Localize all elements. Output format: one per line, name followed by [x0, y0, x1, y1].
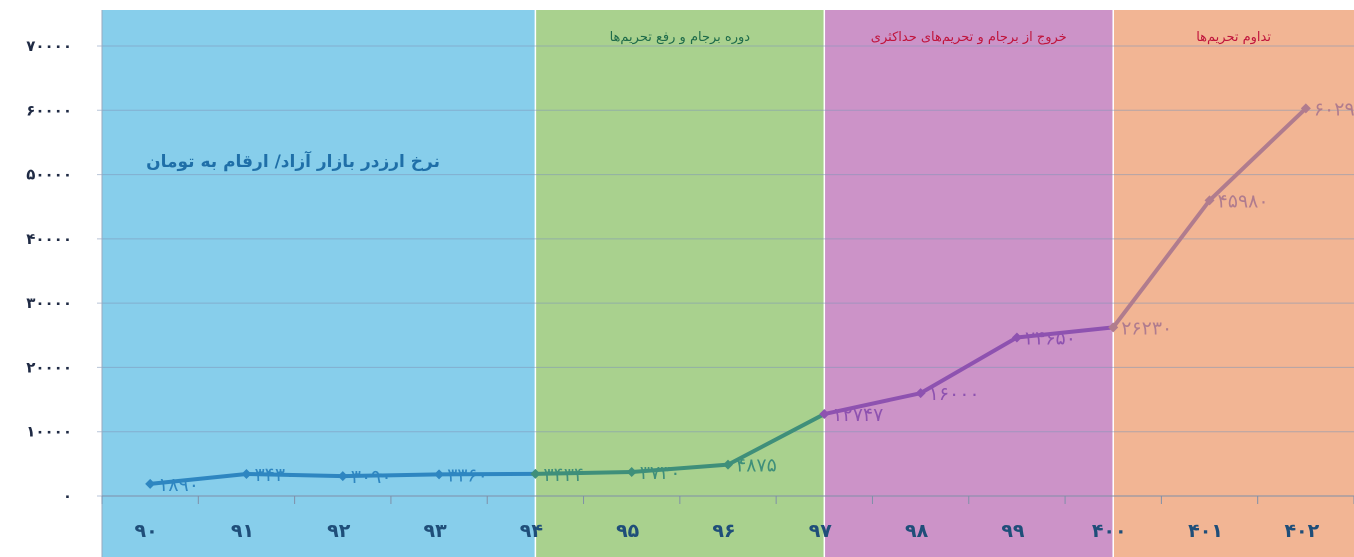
- series-segment: [726, 412, 827, 467]
- x-tick-label: ۹۴: [520, 520, 543, 542]
- y-tick-label: ۷۰۰۰۰: [26, 37, 72, 55]
- series-segment: [340, 472, 442, 479]
- x-tick-label: ۴۰۲: [1284, 520, 1319, 542]
- data-label: ۱۸۹۰: [158, 474, 199, 496]
- period-title: دوره برجام و رفع تحریم‌ها: [610, 30, 751, 45]
- data-point: [530, 468, 541, 479]
- data-label: ۳۷۳۰: [640, 462, 681, 484]
- y-tick-label: ۳۰۰۰۰: [26, 294, 72, 312]
- data-label: ۲۶۲۳۰: [1121, 317, 1172, 339]
- y-tick-label: ۱۰۰۰۰: [26, 423, 72, 441]
- data-point: [915, 388, 926, 399]
- series-segment: [1207, 106, 1308, 203]
- period-band: [824, 10, 1114, 557]
- y-tick-label: ۶۰۰۰۰: [26, 101, 72, 119]
- data-label: ۳۴۳۴: [543, 464, 584, 486]
- y-tick-label: ۲۰۰۰۰: [26, 358, 72, 376]
- data-label: ۲۴۶۵۰: [1025, 328, 1076, 350]
- data-label: ۶۰۲۹۵: [1314, 98, 1354, 120]
- series-segment: [629, 462, 730, 475]
- y-axis: ۰ ۱۰۰۰۰ ۲۰۰۰۰ ۳۰۰۰۰ ۴۰۰۰۰ ۵۰۰۰۰ ۶۰۰۰۰ ۷۰۰۰۰: [26, 10, 1354, 557]
- period-bands: [102, 10, 1354, 557]
- x-tick-label: ۹۵: [616, 520, 640, 542]
- period-band: [535, 10, 825, 557]
- x-axis: ۹۰ ۹۱ ۹۲ ۹۳ ۹۴ ۹۵ ۹۶ ۹۷ ۹۸ ۹۹ ۴۰۰ ۴۰۱ ۴۰۲: [101, 496, 1354, 542]
- data-label: ۱۲۷۴۷: [832, 404, 883, 426]
- data-point: [1300, 103, 1311, 114]
- x-tick-label: ۹۷: [809, 520, 833, 542]
- grid-lines: [97, 45, 1354, 497]
- series-segment: [244, 471, 345, 479]
- data-point: [241, 468, 252, 479]
- period-band: [102, 10, 536, 557]
- chart-title: نرخ ارزدر بازار آزاد/ ارقام به تومان: [146, 150, 440, 172]
- x-tick-label: ۹۶: [712, 520, 735, 542]
- series-segment: [822, 391, 923, 417]
- data-point: [145, 478, 156, 489]
- data-label: ۳۴۳۰: [254, 464, 295, 486]
- y-tick-label: ۰: [63, 487, 72, 505]
- series-segment: [1111, 198, 1212, 330]
- y-tick-label: ۵۰۰۰۰: [26, 166, 72, 184]
- x-tick-label: ۹۳: [423, 520, 447, 542]
- series-segment: [533, 470, 634, 476]
- series: [145, 103, 1311, 489]
- data-point: [1204, 195, 1215, 206]
- period-titles: دوره برجام و رفع تحریم‌ها خروج از برجام و…: [610, 30, 1272, 45]
- series-segment: [148, 471, 249, 486]
- x-tick-label: ۴۰۰: [1092, 520, 1127, 542]
- data-label: ۴۸۷۵: [736, 455, 777, 477]
- period-band: [1113, 10, 1354, 557]
- x-tick-label: ۹۲: [327, 520, 351, 542]
- data-label: ۳۰۹۰: [351, 466, 392, 488]
- period-title: خروج از برجام و تحریم‌های حداکثری: [871, 30, 1067, 45]
- data-point: [1108, 322, 1119, 333]
- period-title: تداوم تحریم‌ها: [1196, 30, 1271, 45]
- data-point: [434, 469, 445, 480]
- data-point: [723, 459, 733, 470]
- x-tick-label: ۹۱: [231, 520, 254, 542]
- series-segment: [1014, 325, 1116, 340]
- data-point: [819, 409, 830, 420]
- data-label: ۴۵۹۸۰: [1218, 190, 1269, 212]
- data-label: ۳۳۶۰: [447, 464, 488, 486]
- series-segment: [918, 335, 1019, 396]
- data-point: [1011, 332, 1022, 343]
- data-labels: ۱۸۹۰ ۳۴۳۰ ۳۰۹۰ ۳۳۶۰ ۳۴۳۴ ۳۷۳۰ ۴۸۷۵ ۱۲۷۴۷ ۱۶۰۰۰ ۲۴…: [158, 98, 1354, 495]
- x-tick-label: ۹۰: [135, 520, 158, 542]
- data-point: [337, 471, 348, 482]
- y-tick-label: ۴۰۰۰۰: [26, 230, 72, 248]
- x-tick-label: ۹۸: [905, 520, 929, 542]
- data-label: ۱۶۰۰۰: [929, 383, 980, 405]
- x-tick-label: ۹۹: [1001, 520, 1025, 542]
- data-point: [626, 467, 637, 478]
- x-tick-label: ۴۰۱: [1188, 520, 1223, 542]
